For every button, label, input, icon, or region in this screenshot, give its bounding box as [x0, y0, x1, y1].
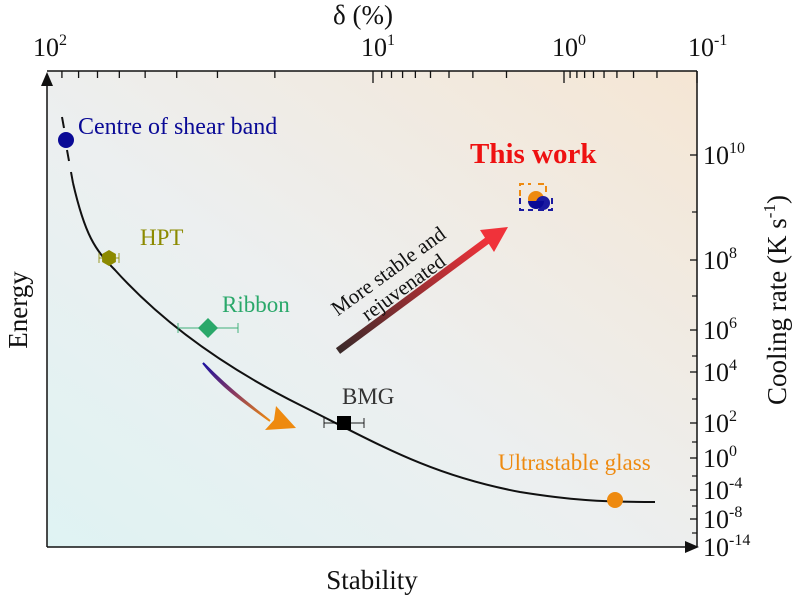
- point-label: Ribbon: [222, 292, 290, 317]
- trend-curve: [72, 182, 656, 503]
- right-axis-title: Cooling rate (K s-1): [760, 195, 792, 405]
- point-label: Centre of shear band: [78, 114, 277, 140]
- right-tick-label: 106: [703, 315, 737, 345]
- this-work-label: This work: [470, 138, 597, 170]
- point-label: BMG: [342, 384, 394, 409]
- y-axis-arrowhead: [41, 72, 53, 86]
- right-tick-label: 10-8: [703, 504, 742, 534]
- top-tick-label: 102: [33, 32, 67, 62]
- data-point: HPT: [98, 225, 183, 266]
- top-tick-label: 100: [552, 32, 586, 62]
- point-marker: [102, 250, 116, 266]
- y-axis-title: Energy: [3, 271, 33, 349]
- top-axis-title: δ (%): [333, 0, 393, 30]
- right-axis-ticks: [690, 154, 697, 548]
- point-label: Ultrastable glass: [498, 450, 651, 475]
- x-axis-title: Stability: [326, 565, 418, 595]
- data-point: BMG: [323, 384, 394, 430]
- right-tick-label: 10-14: [703, 532, 750, 562]
- point-marker: [607, 492, 623, 508]
- top-axis-ticks: [61, 71, 698, 83]
- data-point: Ribbon: [177, 292, 290, 338]
- right-tick-label: 104: [703, 357, 737, 387]
- top-tick-label: 10-1: [688, 32, 727, 62]
- right-tick-label: 1010: [703, 140, 745, 170]
- right-tick-label: 10-4: [703, 475, 742, 505]
- trend-curve-dashed: [61, 116, 74, 184]
- top-tick-label: 101: [361, 32, 395, 62]
- stability-arrow-shaft: [335, 237, 491, 354]
- this-work-marker: [519, 183, 553, 211]
- right-tick-label: 102: [703, 408, 737, 438]
- right-tick-label: 108: [703, 245, 737, 275]
- point-marker: [337, 416, 351, 430]
- data-point: Ultrastable glass: [498, 450, 651, 508]
- point-label: HPT: [140, 225, 183, 250]
- point-marker: [58, 132, 74, 148]
- data-point: Centre of shear band: [58, 114, 277, 148]
- curved-arrow-head: [265, 406, 296, 430]
- curved-arrow: [202, 362, 271, 422]
- point-marker: [198, 318, 218, 338]
- stability-arrow-head: [480, 227, 508, 252]
- right-tick-label: 100: [703, 443, 737, 473]
